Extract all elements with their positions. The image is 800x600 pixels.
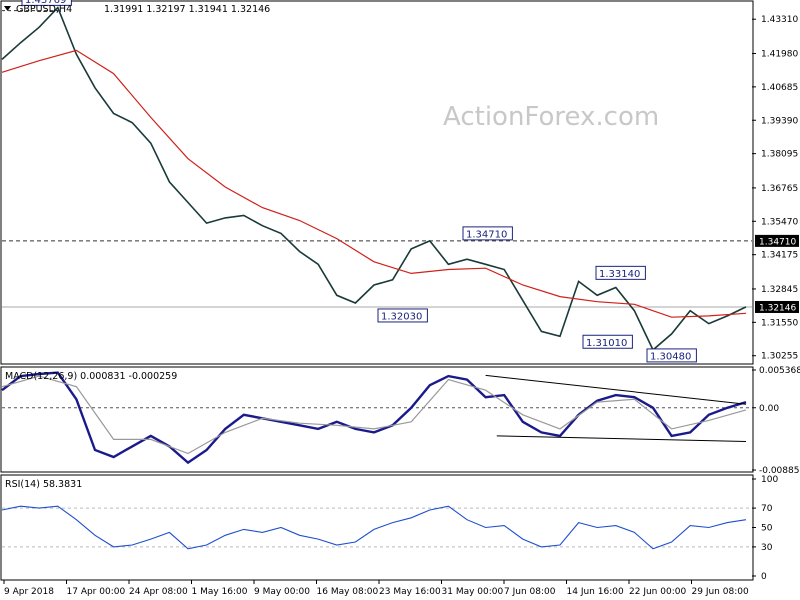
price-tick-label: 1.38095 (761, 150, 798, 160)
price-tick-label: 1.32845 (761, 285, 798, 295)
time-tick-label: 7 Jun 08:00 (504, 587, 556, 597)
time-tick-label: 16 May 08:00 (317, 587, 379, 597)
macd-tick-label: 0.00 (759, 404, 779, 414)
rsi-title: RSI(14) 58.3831 (5, 479, 82, 490)
time-tick-label: 9 Apr 2018 (4, 587, 54, 597)
macd-tick-label: 0.005368 (759, 366, 800, 376)
rsi-line (1, 505, 747, 550)
macd-trendline (496, 435, 747, 443)
rsi-tick-label: 50 (761, 524, 773, 534)
price-annotation-box (462, 226, 513, 241)
price-annotation-label: 1.43769 (25, 0, 66, 6)
rsi-tick-label: 100 (761, 475, 778, 485)
time-tick-label: 14 Jun 16:00 (567, 587, 624, 597)
price-annotation-label: 1.34710 (466, 229, 507, 240)
moving-average-line (1, 49, 747, 318)
price-tick-label: 1.43310 (761, 15, 798, 25)
price-series-line (1, 6, 747, 352)
macd-signal-line (1, 375, 747, 455)
watermark: ActionForex.com (443, 102, 659, 132)
price-tick-label: 1.41980 (761, 49, 798, 59)
price-annotation-box (21, 0, 72, 6)
level-box (755, 234, 799, 247)
rsi-panel (0, 474, 754, 581)
macd-title: MACD(12,26,9) 0.000831 -0.000259 (5, 371, 177, 382)
price-tick-label: 1.40685 (761, 83, 798, 93)
price-tick-label: 1.36765 (761, 184, 798, 194)
price-tick-label: 1.35470 (761, 217, 798, 227)
price-panel (0, 0, 754, 365)
time-tick-label: 9 May 00:00 (254, 587, 310, 597)
rsi-tick-label: 70 (761, 504, 773, 514)
rsi-tick-label: 30 (761, 543, 773, 553)
price-tick-label: 1.34175 (761, 251, 798, 261)
macd-tick-label: -0.008855 (759, 466, 800, 476)
price-annotation-label: 1.31010 (586, 338, 627, 349)
current-price-label: 1.32146 (759, 303, 796, 313)
time-tick-label: 17 Apr 00:00 (67, 587, 126, 597)
level-box-label: 1.34710 (759, 237, 796, 247)
price-tick-label: 1.31550 (761, 318, 798, 328)
time-tick-label: 29 Jun 08:00 (692, 587, 749, 597)
dropdown-arrow-icon[interactable] (4, 6, 11, 11)
time-tick-label: 24 Apr 08:00 (129, 587, 188, 597)
macd-panel (0, 366, 754, 473)
macd-line (1, 371, 747, 465)
time-tick-label: 23 May 16:00 (379, 587, 441, 597)
rsi-tick-label: 0 (761, 572, 767, 582)
time-tick-label: 1 May 16:00 (192, 587, 248, 597)
ohlc-readout: 1.31991 1.32197 1.31941 1.32146 (104, 4, 270, 15)
price-annotation-label: 1.33140 (599, 269, 640, 280)
current-price-box (755, 300, 799, 313)
price-annotation-box (595, 265, 646, 280)
macd-trendline (485, 374, 747, 405)
time-tick-label: 22 Jun 00:00 (629, 587, 686, 597)
price-tick-label: 1.30255 (761, 352, 798, 362)
symbol-label: GBPUSD,H4 (16, 4, 72, 15)
price-annotation-box (582, 334, 633, 349)
price-annotation-box (646, 348, 697, 363)
price-annotation-label: 1.30480 (650, 351, 691, 362)
price-annotation-label: 1.32030 (381, 311, 422, 322)
price-tick-label: 1.39390 (761, 116, 798, 126)
time-tick-label: 31 May 00:00 (442, 587, 504, 597)
price-annotation-box (377, 308, 428, 323)
